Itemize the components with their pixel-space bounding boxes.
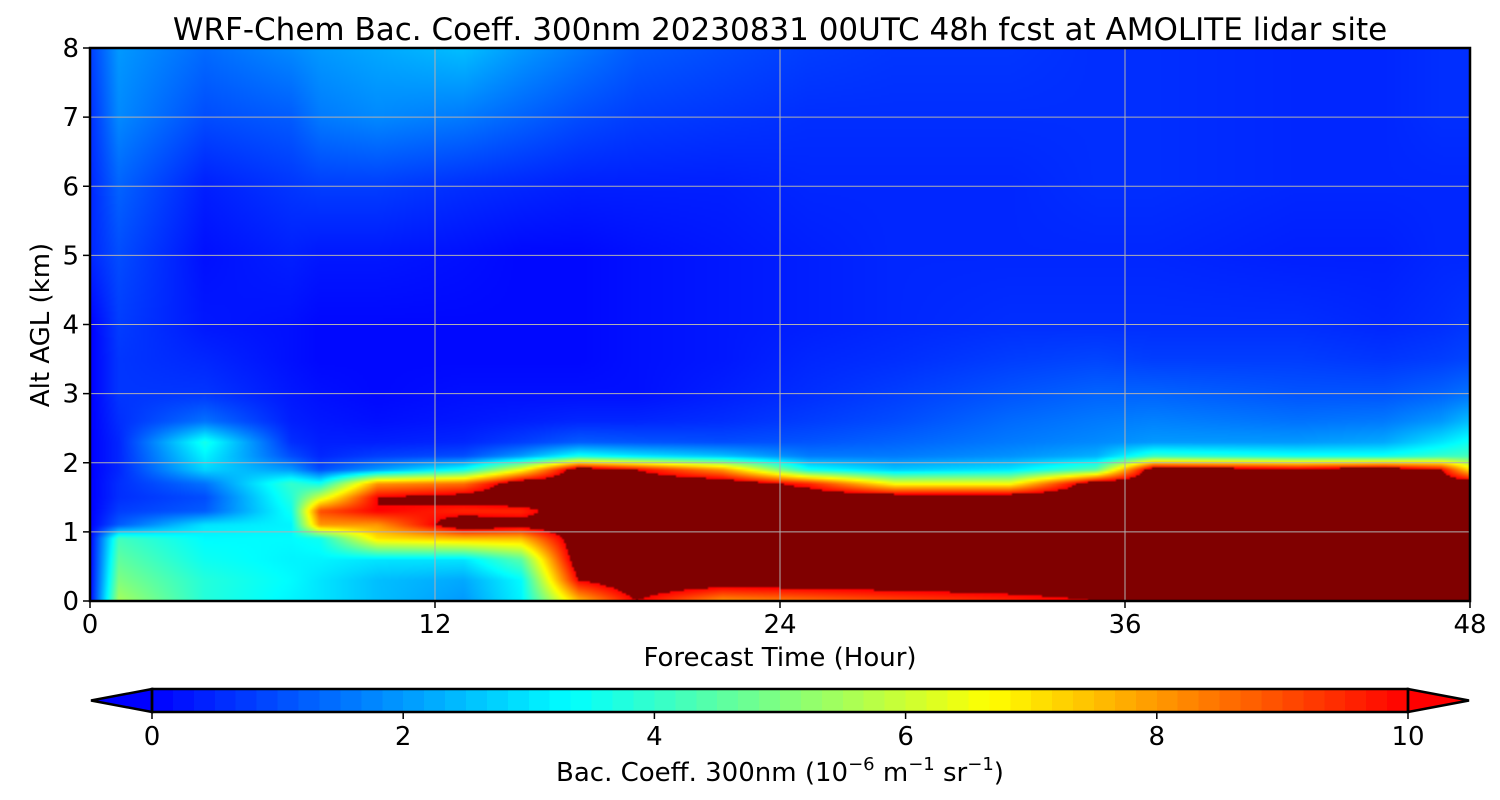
y-axis: 0 1 2 3 4 5 6 7 8 — [62, 34, 90, 617]
colorbar-label-main: Bac. Coeff. 300nm (10 — [556, 758, 848, 788]
colorbar-label-mid: m — [875, 758, 909, 788]
x-axis-label: Forecast Time (Hour) — [643, 643, 916, 673]
colorbar-gradient — [152, 689, 1408, 712]
x-tick-label-1: 12 — [418, 610, 451, 640]
y-tick-label-0: 0 — [62, 587, 79, 617]
y-axis-label: Alt AGL (km) — [26, 243, 56, 407]
colorbar-extend-min — [90, 687, 154, 714]
colorbar-ticks: 0 2 4 6 8 10 — [144, 712, 1425, 752]
colorbar-label: Bac. Coeff. 300nm (10−6 m−1 sr−1) — [556, 754, 1004, 788]
x-axis: 0 12 24 36 48 — [82, 601, 1487, 640]
colorbar-tick-label-2: 4 — [646, 722, 663, 752]
x-tick-label-4: 48 — [1453, 610, 1486, 640]
y-tick-label-2: 2 — [62, 449, 79, 479]
colorbar-tick-label-1: 2 — [395, 722, 412, 752]
y-tick-label-3: 3 — [62, 380, 79, 410]
x-tick-label-0: 0 — [82, 610, 99, 640]
colorbar-extend-max — [1406, 687, 1470, 714]
colorbar: 0 2 4 6 8 10 Bac. Coeff. 300nm (10−6 m−1 sr−1… — [90, 687, 1470, 788]
x-tick-label-3: 36 — [1108, 610, 1141, 640]
y-tick-label-4: 4 — [62, 311, 79, 341]
colorbar-tick-label-0: 0 — [144, 722, 161, 752]
colorbar-label-end: ) — [994, 758, 1004, 788]
x-tick-label-2: 24 — [763, 610, 796, 640]
colorbar-tick-label-5: 10 — [1391, 722, 1424, 752]
y-tick-label-6: 6 — [62, 172, 79, 202]
colorbar-label-exp2: −1 — [908, 754, 935, 775]
y-tick-label-1: 1 — [62, 518, 79, 548]
colorbar-label-mid2: sr — [935, 758, 968, 788]
colorbar-label-exp3: −1 — [967, 754, 994, 775]
grid-lines — [90, 48, 1470, 601]
colorbar-label-exp1: −6 — [848, 754, 875, 775]
colorbar-tick-label-4: 8 — [1149, 722, 1166, 752]
colorbar-frame — [150, 687, 1410, 714]
y-tick-label-7: 7 — [62, 103, 79, 133]
y-tick-label-8: 8 — [62, 34, 79, 64]
y-tick-label-5: 5 — [62, 241, 79, 271]
chart-title: WRF-Chem Bac. Coeff. 300nm 20230831 00UT… — [173, 12, 1387, 48]
colorbar-tick-label-3: 6 — [897, 722, 914, 752]
